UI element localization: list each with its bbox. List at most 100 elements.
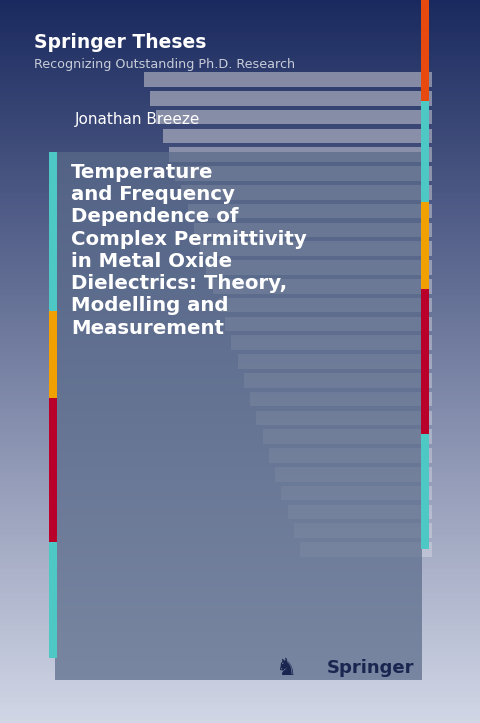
Bar <box>0 526 480 528</box>
Bar <box>0 260 480 262</box>
Bar <box>0 423 480 424</box>
Bar <box>0 528 480 529</box>
Bar <box>0 500 480 502</box>
Bar <box>0 654 480 656</box>
Bar <box>0 36 480 38</box>
Bar <box>0 213 480 215</box>
Bar <box>0 143 480 145</box>
Bar <box>225 317 432 331</box>
Bar <box>0 605 480 607</box>
Bar <box>0 334 480 336</box>
Bar <box>0 182 480 184</box>
Bar <box>0 387 480 389</box>
Bar <box>0 252 480 253</box>
Bar <box>0 139 480 141</box>
Bar <box>0 336 480 338</box>
Bar <box>0 529 480 531</box>
Bar <box>0 421 480 423</box>
Bar <box>0 307 480 309</box>
Bar <box>0 459 480 461</box>
Bar <box>0 306 480 307</box>
Bar <box>0 582 480 584</box>
Bar <box>0 166 480 168</box>
Bar <box>0 153 480 155</box>
Bar <box>0 390 480 392</box>
Bar <box>0 116 480 117</box>
Bar <box>0 282 480 283</box>
Bar <box>0 669 480 671</box>
Bar <box>0 14 480 16</box>
Bar <box>0 717 480 719</box>
Bar <box>0 210 480 211</box>
Bar <box>0 466 480 469</box>
Bar <box>0 311 480 312</box>
Bar <box>0 667 480 669</box>
Bar <box>0 318 480 320</box>
Bar <box>0 546 480 548</box>
Bar <box>0 7 480 9</box>
Bar <box>421 101 429 202</box>
Bar <box>0 710 480 712</box>
Bar <box>0 189 480 192</box>
Bar <box>238 354 432 369</box>
Bar <box>0 676 480 678</box>
Bar <box>0 101 480 103</box>
Bar <box>0 622 480 623</box>
Bar <box>0 591 480 593</box>
Bar <box>0 544 480 546</box>
Bar <box>0 562 480 564</box>
Bar <box>169 147 432 162</box>
Bar <box>0 428 480 430</box>
Bar <box>0 649 480 651</box>
Bar <box>0 329 480 331</box>
Bar <box>0 406 480 408</box>
Bar <box>421 0 429 101</box>
Bar <box>0 27 480 29</box>
Bar <box>0 192 480 193</box>
Bar <box>0 380 480 382</box>
Bar <box>0 522 480 524</box>
Bar <box>0 212 480 213</box>
Bar <box>49 542 57 658</box>
Bar <box>0 105 480 106</box>
Bar <box>0 343 480 346</box>
Bar <box>0 510 480 512</box>
Bar <box>421 434 429 549</box>
Bar <box>0 331 480 333</box>
Bar <box>0 665 480 667</box>
Bar <box>0 587 480 589</box>
Bar <box>0 645 480 647</box>
Bar <box>0 43 480 45</box>
Bar <box>0 146 480 148</box>
Bar <box>0 548 480 549</box>
Bar <box>0 242 480 244</box>
Bar <box>0 593 480 594</box>
Bar <box>0 499 480 500</box>
Bar <box>0 681 480 683</box>
Bar <box>0 1 480 4</box>
Bar <box>0 418 480 419</box>
Bar <box>163 129 432 143</box>
Bar <box>0 270 480 271</box>
Bar <box>0 230 480 231</box>
Bar <box>0 33 480 34</box>
Bar <box>0 118 480 119</box>
Bar <box>219 298 432 312</box>
Bar <box>0 623 480 625</box>
Bar <box>0 446 480 448</box>
Bar <box>194 223 432 237</box>
Bar <box>0 483 480 484</box>
Bar <box>0 664 480 665</box>
Bar <box>0 643 480 645</box>
Bar <box>0 448 480 450</box>
Bar <box>0 412 480 414</box>
Bar <box>0 445 480 446</box>
Bar <box>0 596 480 599</box>
Bar <box>0 141 480 143</box>
Bar <box>0 518 480 521</box>
Bar <box>0 170 480 171</box>
Bar <box>0 515 480 517</box>
Bar <box>0 372 480 375</box>
Bar <box>0 317 480 318</box>
Bar <box>0 295 480 296</box>
